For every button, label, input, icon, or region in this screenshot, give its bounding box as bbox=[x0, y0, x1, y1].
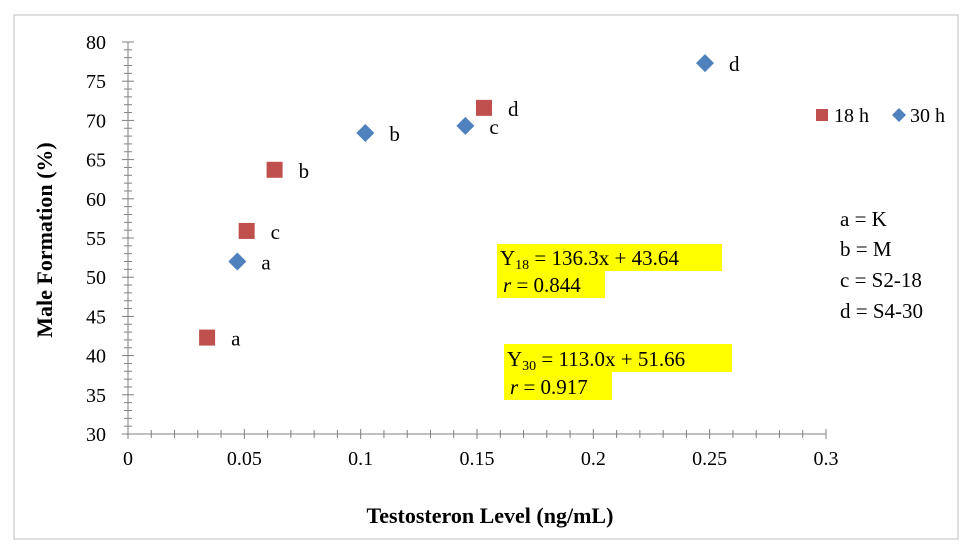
point-label-18h-a: a bbox=[231, 327, 241, 351]
equation-18-highlight bbox=[497, 244, 722, 271]
x-axis-title: Testosteron Level (ng/mL) bbox=[367, 503, 614, 528]
point-30h-b bbox=[356, 123, 375, 142]
equation-30-highlight bbox=[504, 344, 732, 372]
r-30-text: r = 0.917 bbox=[510, 375, 588, 399]
legend-label-30h: 30 h bbox=[910, 105, 945, 127]
point-label-30h-a: a bbox=[261, 251, 271, 275]
equation-30: Y30 = 113.0x + 51.66 r = 0.917 bbox=[504, 344, 732, 400]
y-axis-title: Male Formation (%) bbox=[32, 142, 57, 338]
point-label-30h-c: c bbox=[489, 115, 498, 139]
legend-swatch-18h bbox=[816, 109, 828, 121]
x-tick-label: 0.1 bbox=[348, 448, 373, 470]
key-line-b: b = M bbox=[840, 237, 892, 261]
y-tick-label: 80 bbox=[86, 32, 106, 54]
legend: 18 h 30 h bbox=[816, 105, 945, 127]
key-line-a: a = K bbox=[840, 207, 887, 231]
x-tick-label: 0.3 bbox=[814, 448, 839, 470]
data-points bbox=[199, 54, 715, 346]
r-18-text: r = 0.844 bbox=[503, 273, 581, 297]
point-18h-a bbox=[199, 329, 216, 346]
point-30h-d bbox=[696, 54, 715, 73]
y-tick-label: 40 bbox=[86, 346, 106, 368]
equation-18-text: Y18 = 136.3x + 43.64 bbox=[500, 246, 679, 273]
equation-30-text: Y30 = 113.0x + 51.66 bbox=[507, 347, 685, 374]
x-tick-label: 0.15 bbox=[460, 448, 495, 470]
y-tick-label: 55 bbox=[86, 228, 106, 250]
point-label-30h-d: d bbox=[729, 52, 740, 76]
point-30h-a bbox=[228, 252, 247, 271]
point-label-30h-b: b bbox=[389, 122, 400, 146]
r-30-highlight bbox=[504, 372, 612, 400]
y-tick-label: 70 bbox=[86, 110, 106, 132]
point-18h-c bbox=[238, 222, 255, 239]
key-line-c: c = S2-18 bbox=[840, 268, 922, 292]
point-label-18h-c: c bbox=[271, 220, 280, 244]
y-tick-label: 60 bbox=[86, 189, 106, 211]
y-tick-label: 35 bbox=[86, 385, 106, 407]
y-tick-label: 50 bbox=[86, 267, 106, 289]
point-18h-d bbox=[475, 99, 492, 116]
label-key: a = K b = M c = S2-18 d = S4-30 bbox=[840, 207, 923, 323]
x-tick-label: 0 bbox=[123, 448, 133, 470]
x-tick-label: 0.2 bbox=[581, 448, 606, 470]
equation-18: Y18 = 136.3x + 43.64 r = 0.844 bbox=[497, 244, 722, 298]
point-18h-b bbox=[266, 161, 283, 178]
y-tick-label: 45 bbox=[86, 306, 106, 328]
y-tick-label: 30 bbox=[86, 424, 106, 446]
r-18-highlight bbox=[497, 271, 605, 298]
point-30h-c bbox=[456, 116, 475, 135]
point-label-18h-b: b bbox=[299, 159, 310, 183]
key-line-d: d = S4-30 bbox=[840, 299, 923, 323]
y-tick-label: 75 bbox=[86, 71, 106, 93]
x-tick-label: 0.05 bbox=[227, 448, 262, 470]
axes: 0 0.05 0.1 0.15 0.2 0.25 0.3 30 35 40 45 50 55 60 65 70… bbox=[86, 32, 839, 470]
x-tick-label: 0.25 bbox=[692, 448, 727, 470]
legend-swatch-30h bbox=[892, 108, 906, 122]
legend-label-18h: 18 h bbox=[834, 105, 869, 127]
y-tick-label: 65 bbox=[86, 150, 106, 172]
point-label-18h-d: d bbox=[508, 97, 519, 121]
